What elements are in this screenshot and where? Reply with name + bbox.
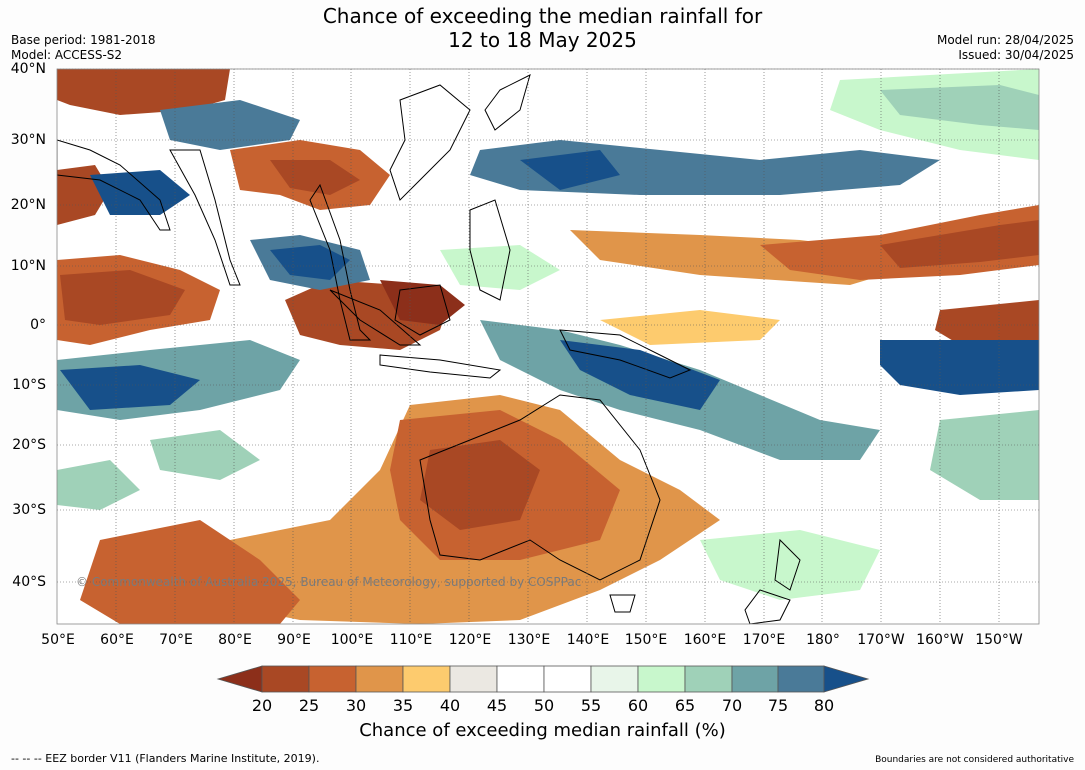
copyright-notice: © Commonwealth of Australia 2025, Bureau… [76,575,582,589]
lat-label: 40°S [12,574,46,590]
lon-label: 170°E [742,632,786,648]
title-line-2: 12 to 18 May 2025 [448,28,637,52]
lon-label: 160°E [683,632,727,648]
colorbar-tick: 75 [767,696,789,715]
colorbar-swatch [590,665,639,693]
lon-label: 70°E [159,632,193,648]
lat-label: 30°S [12,502,46,518]
colorbar-swatch [355,665,404,693]
colorbar-swatch [637,665,686,693]
graticule [57,68,1039,624]
lat-label: 20°S [12,437,46,453]
colorbar-swatch [261,665,310,693]
lon-label: 80°E [218,632,252,648]
lon-label: 90°E [277,632,311,648]
colorbar-tick: 25 [298,696,320,715]
lat-label: 0° [30,317,46,333]
rainfall-field [57,69,1039,624]
colorbar-under-arrow [216,665,263,693]
lon-label: 130°E [507,632,551,648]
colorbar-swatch [684,665,733,693]
base-period: Base period: 1981-2018 [11,33,156,47]
lon-label: 150°E [624,632,668,648]
colorbar-tick: 40 [439,696,461,715]
lat-label: 10°N [10,258,46,274]
colorbar [216,665,870,693]
colorbar-tick: 30 [345,696,367,715]
lat-label: 30°N [10,132,46,148]
model-run: Model run: 28/04/2025 [936,33,1074,47]
colorbar-swatch [308,665,357,693]
lon-label: 170°W [857,632,905,648]
colorbar-title: Chance of exceeding median rainfall (%) [359,720,726,741]
lon-label: 150°W [975,632,1023,648]
colorbar-tick: 50 [533,696,555,715]
colorbar-over-arrow [823,665,870,693]
colorbar-tick: 55 [580,696,602,715]
meta-right: Model run: 28/04/2025 Issued: 30/04/2025 [937,33,1074,63]
colorbar-swatch [402,665,451,693]
colorbar-swatch [496,665,545,693]
meta-left: Base period: 1981-2018 Model: ACCESS-S2 [11,33,156,63]
colorbar-tick: 70 [721,696,743,715]
lon-label: 160°W [916,632,964,648]
colorbar-tick: 60 [627,696,649,715]
eez-note: -- -- -- EEZ border V11 (Flanders Marine… [11,752,320,765]
lon-label: 140°E [566,632,610,648]
lat-label: 20°N [10,197,46,213]
issued-date: Issued: 30/04/2025 [958,48,1074,62]
lon-label: 180° [806,632,840,648]
disclaimer: Boundaries are not considered authoritat… [875,755,1074,765]
colorbar-swatch [543,665,592,693]
lon-label: 110°E [389,632,433,648]
lon-label: 120°E [448,632,492,648]
colorbar-tick: 35 [392,696,414,715]
lon-label: 60°E [100,632,134,648]
colorbar-swatch [731,665,779,693]
lat-label: 10°S [12,377,46,393]
colorbar-swatch [777,665,825,693]
map-title: Chance of exceeding the median rainfall … [0,4,1085,52]
title-line-1: Chance of exceeding the median rainfall … [322,4,763,28]
colorbar-tick: 80 [813,696,835,715]
colorbar-swatch [449,665,498,693]
map-frame [56,68,1040,625]
model-name: Model: ACCESS-S2 [11,48,123,62]
colorbar-tick: 65 [674,696,696,715]
lat-label: 40°N [10,61,46,77]
lon-label: 50°E [41,632,75,648]
lon-label: 100°E [330,632,374,648]
colorbar-tick: 45 [486,696,508,715]
colorbar-tick: 20 [251,696,273,715]
